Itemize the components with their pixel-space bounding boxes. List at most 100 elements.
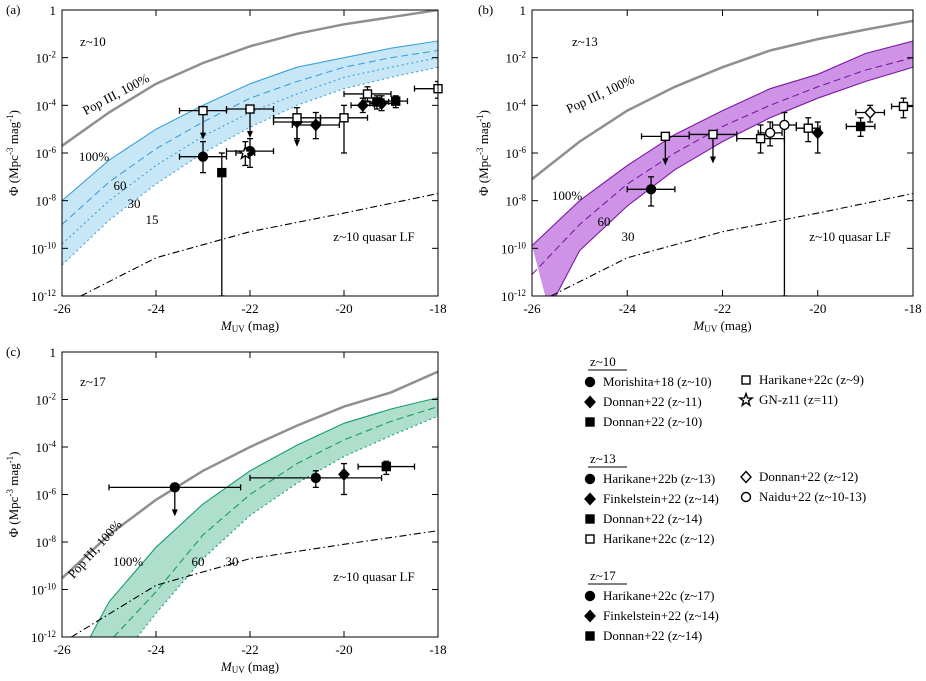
legend-label: Harikane+22c (z~12): [603, 531, 714, 546]
y-axis-label: Φ (Mpc-3 mag-1): [5, 452, 21, 538]
legend-marker: [585, 514, 595, 524]
y-tick-label: 10-12: [501, 288, 526, 304]
curve-label: 60: [114, 178, 127, 193]
legend-label: Harikane+22c (z~17): [603, 588, 714, 603]
data-point: [372, 97, 382, 107]
model-curve: [62, 370, 438, 580]
data-point: [169, 482, 181, 493]
plot-area: [532, 19, 913, 296]
y-tick-label: 10-12: [31, 288, 56, 304]
legend-label: Donnan+22 (z~14): [603, 628, 702, 643]
data-point: [338, 467, 350, 481]
x-tick-label: -24: [147, 301, 165, 316]
curve-label: 100%: [79, 149, 110, 164]
y-tick-label: 10-6: [506, 145, 527, 161]
legend-label: Finkelstein+22 (z~14): [603, 491, 719, 506]
legend-label: Donnan+22 (z~10): [603, 414, 702, 429]
x-tick-label: -26: [523, 301, 541, 316]
x-tick-label: -20: [809, 301, 826, 316]
model-curve: [532, 57, 913, 275]
legend-label: Harikane+22c (z~9): [759, 372, 864, 387]
plot-area: [62, 370, 438, 637]
upper-limit-head: [171, 509, 178, 517]
legend-marker: [741, 375, 751, 385]
model-curve: [62, 40, 438, 202]
redshift-label: z~10: [80, 34, 106, 49]
curve-label: 30: [622, 229, 635, 244]
y-tick-label: 10-10: [31, 240, 56, 256]
upper-limit-head: [662, 158, 669, 166]
legend-label: Donnan+22 (z~14): [603, 511, 702, 526]
model-curve: [80, 192, 438, 296]
x-axis-label: MUV (mag): [220, 318, 279, 334]
legend-label: Donnan+22 (z~11): [603, 394, 702, 409]
y-tick-label: 10-12: [31, 629, 56, 645]
data-point: [356, 98, 369, 112]
model-curve: [550, 192, 913, 296]
y-tick-label: 10-8: [36, 534, 57, 550]
data-point: [855, 121, 866, 132]
x-tick-label: -20: [335, 301, 352, 316]
data-point: [645, 184, 657, 195]
curve-label: z~10 quasar LF: [333, 569, 414, 584]
redshift-label: z~17: [80, 374, 106, 389]
x-tick-label: -26: [53, 642, 71, 657]
model-curve: [136, 415, 438, 637]
y-axis-label: Φ (Mpc-3 mag-1): [475, 110, 491, 196]
curve-label: Pop III, 100%: [564, 72, 637, 117]
legend-marker: [584, 609, 596, 623]
legend-label: Morishita+18 (z~10): [603, 374, 712, 389]
legend-heading: z~17: [590, 568, 616, 583]
x-tick-label: -24: [147, 642, 165, 657]
model-curve: [62, 10, 438, 147]
y-axis-label: Φ (Mpc-3 mag-1): [5, 110, 21, 196]
y-tick-label: 10-4: [36, 439, 57, 455]
model-band: [90, 397, 438, 637]
upper-limit-head: [294, 139, 300, 147]
legend-marker: [740, 470, 752, 484]
x-tick-label: -22: [241, 301, 258, 316]
curve-label: Pop III, 100%: [65, 517, 125, 582]
panel-label: (a): [6, 2, 20, 17]
legend-label: Donnan+22 (z~12): [759, 469, 858, 484]
curve-label: 30: [226, 554, 239, 569]
panel-label: (c): [6, 344, 20, 359]
data-point: [898, 101, 909, 112]
legend-heading: z~10: [590, 354, 616, 369]
curve-label: 60: [192, 554, 205, 569]
y-tick-label: 10-8: [36, 193, 57, 209]
curve-label: 60: [598, 214, 611, 229]
y-tick-label: 1: [50, 3, 57, 18]
data-point: [339, 113, 349, 123]
legend-marker: [585, 417, 595, 427]
data-point: [198, 105, 208, 116]
data-point: [362, 89, 373, 99]
data-point: [391, 96, 401, 106]
data-point: [309, 118, 322, 132]
plot-frame: [531, 9, 914, 297]
x-tick-label: -18: [429, 301, 446, 316]
upper-limit-head: [247, 131, 253, 139]
legend-label: Harikane+22b (z~13): [603, 471, 715, 486]
y-tick-label: 10-10: [501, 240, 526, 256]
x-tick-label: -20: [335, 642, 352, 657]
curve-label: 15: [146, 212, 159, 227]
legend-marker: [584, 395, 596, 409]
legend-marker: [584, 590, 596, 602]
legend-marker: [740, 491, 752, 503]
x-tick-label: -24: [619, 301, 637, 316]
data-point: [803, 123, 813, 133]
data-point: [660, 131, 671, 142]
model-curve: [113, 406, 438, 637]
data-point: [779, 119, 790, 131]
x-tick-label: -22: [714, 301, 731, 316]
model-curve: [89, 397, 438, 637]
model-band: [532, 41, 913, 296]
data-point: [237, 144, 254, 161]
y-tick-label: 10-10: [31, 582, 56, 598]
x-tick-label: -18: [429, 642, 446, 657]
data-point: [245, 104, 255, 114]
model-curve: [71, 530, 438, 637]
data-point: [381, 461, 391, 472]
